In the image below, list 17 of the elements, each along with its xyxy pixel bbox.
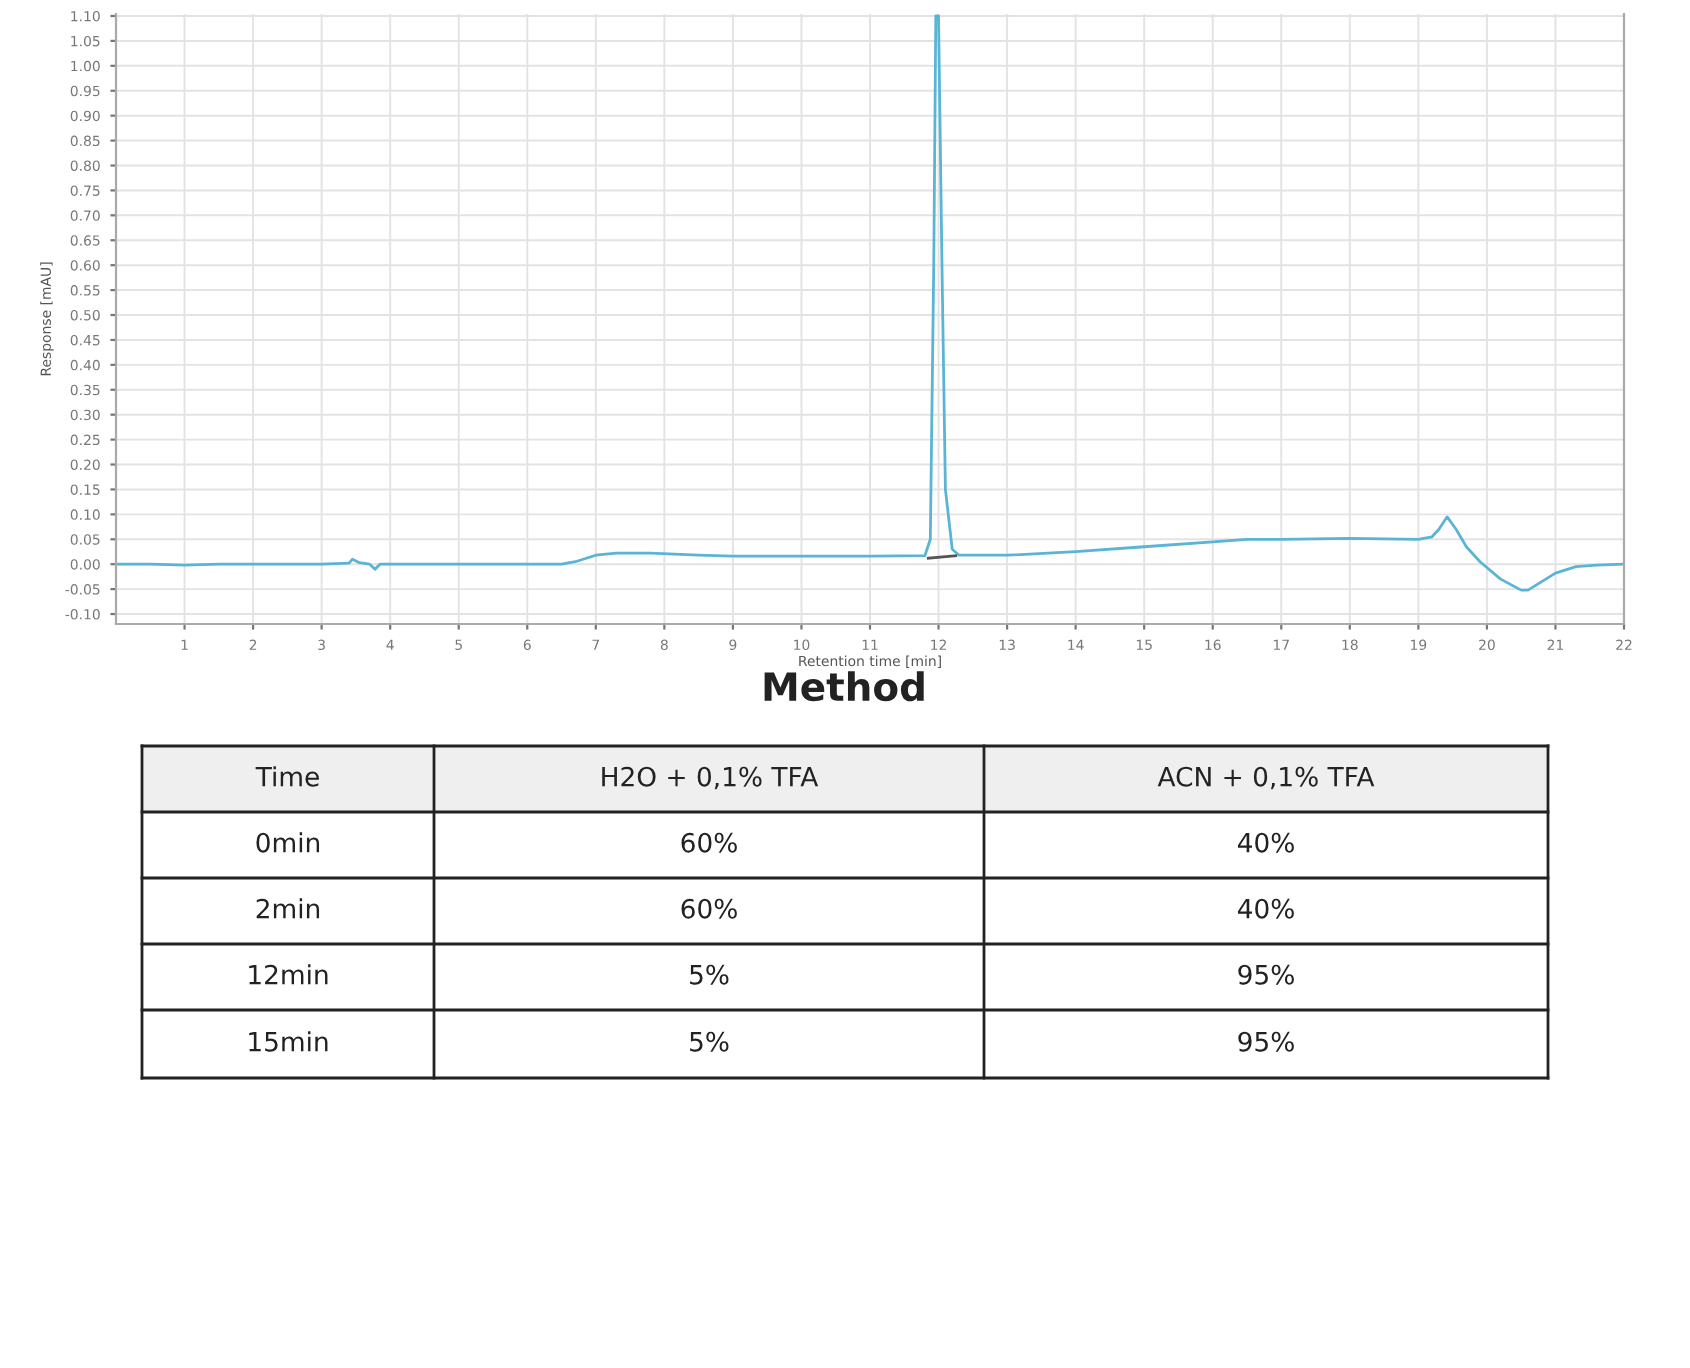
- text: Method: [764, 671, 924, 702]
- category-label: H2O + 0,1% TFA: [602, 766, 819, 790]
- text: 40%: [1237, 898, 1294, 919]
- text: 60%: [681, 898, 737, 919]
- text: 95%: [1238, 964, 1294, 985]
- category-label: Time: [255, 766, 319, 787]
- text: 60%: [681, 832, 737, 853]
- text: 95%: [1238, 1031, 1294, 1052]
- category-label: 15min: [249, 1031, 328, 1052]
- category-label: 12min: [249, 964, 328, 985]
- text: 5%: [690, 964, 729, 985]
- category-label: 0min: [256, 832, 320, 853]
- category-label: ACN + 0,1% TFA: [1157, 766, 1375, 790]
- text: 40%: [1237, 832, 1294, 853]
- line-series: [116, 14, 1624, 592]
- text: 5%: [690, 1031, 729, 1052]
- category-label: 2min: [256, 898, 320, 919]
